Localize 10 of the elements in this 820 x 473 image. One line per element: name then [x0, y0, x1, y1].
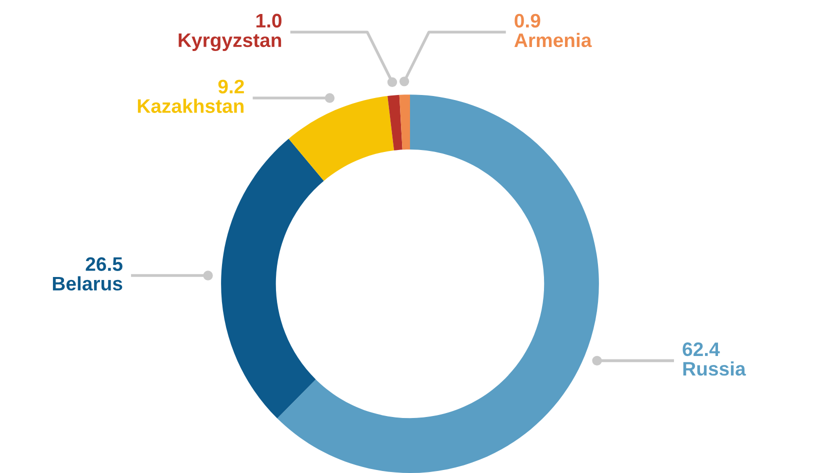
- data-label: 0.9: [514, 14, 540, 28]
- slice-label: Armenia: [514, 32, 592, 48]
- data-label: 9.2: [218, 80, 244, 94]
- data-label: 62.4: [682, 342, 720, 356]
- slice-label: Kazakhstan: [138, 98, 244, 113]
- slice-label: Kyrgyzstan: [178, 34, 282, 52]
- slice-label: Belarus: [52, 276, 122, 291]
- data-label: 1.0: [256, 14, 282, 28]
- data-label: 26.5: [86, 257, 122, 271]
- slice-label: Russia: [683, 361, 746, 376]
